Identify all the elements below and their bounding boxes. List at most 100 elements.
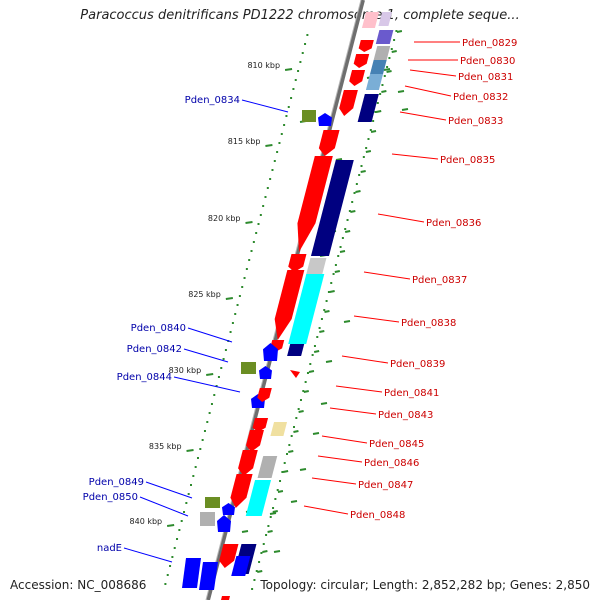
gene-label-left: Pden_0850 <box>83 492 138 503</box>
kbp-label: 820 kbp <box>208 214 241 223</box>
gene-0830-fwd <box>358 40 374 52</box>
outer-dot <box>316 336 319 338</box>
inner-dot <box>252 241 255 243</box>
inner-dot <box>194 466 197 468</box>
gene-callout-line <box>241 99 289 113</box>
scale-tick <box>288 450 294 453</box>
outer-dot <box>269 516 272 518</box>
gene-callout-line <box>341 355 389 364</box>
inner-dot <box>217 376 220 378</box>
inner-dot <box>264 196 267 198</box>
gene-0838-block <box>288 274 325 344</box>
kbp-label: 810 kbp <box>247 61 280 70</box>
inner-dot <box>203 430 206 432</box>
feature-tick <box>299 468 307 471</box>
inner-dot <box>294 79 297 81</box>
outer-dot <box>265 534 268 536</box>
inner-dot <box>199 448 202 450</box>
outer-dot <box>255 570 258 572</box>
feature-tick <box>241 530 249 533</box>
inner-dot <box>210 403 213 405</box>
inner-dot <box>283 124 286 126</box>
inner-dot <box>285 115 288 117</box>
gene-0838-fwd <box>274 270 305 340</box>
scale-tick <box>334 270 341 273</box>
feature-tick <box>383 68 391 71</box>
inner-dot <box>262 205 265 207</box>
outer-dot <box>346 219 349 221</box>
gene-0846-fwd <box>245 430 264 452</box>
outer-dot <box>253 579 256 581</box>
inner-dot <box>241 286 244 288</box>
inner-dot <box>266 187 269 189</box>
kbp-label: 815 kbp <box>228 137 261 146</box>
gene-cutoff <box>221 596 230 600</box>
gene-0834-arrow <box>318 113 332 126</box>
gene-callout-line <box>311 477 357 485</box>
gene-callout-line <box>183 348 229 363</box>
nadE-block-2 <box>199 562 218 590</box>
scale-tick <box>370 130 377 133</box>
outer-dot <box>279 480 282 482</box>
feature-tick <box>269 512 277 515</box>
scale-tick <box>350 210 356 213</box>
outer-dot <box>283 462 286 464</box>
feature-tick <box>290 500 298 503</box>
inner-dot <box>292 88 295 90</box>
gene-callout-line <box>377 213 425 223</box>
gene-label-right: Pden_0832 <box>453 92 508 103</box>
inner-dot <box>259 214 262 216</box>
scale-tick <box>360 170 366 173</box>
gene-0831-block <box>373 46 391 60</box>
inner-dot <box>238 295 241 297</box>
gene-0849-block <box>205 497 220 508</box>
map-title: Paracoccus denitrificans PD1222 chromoso… <box>80 8 520 23</box>
gene-0841-fwd <box>290 370 300 378</box>
gene-callout-line <box>363 271 411 280</box>
inner-dot <box>171 556 174 558</box>
gene-label-right: Pden_0843 <box>378 410 433 421</box>
gene-0833-fwd <box>339 90 358 116</box>
inner-dot <box>306 34 309 36</box>
inner-dot <box>222 358 225 360</box>
inner-dot <box>201 439 204 441</box>
kbp-label: 825 kbp <box>188 290 221 299</box>
tick-layer: 810 kbp 815 kbp 820 kbp 825 kbp 830 kbp 835 k… <box>130 30 409 573</box>
gene-label-left: Pden_0849 <box>89 477 144 488</box>
gene-callout-line <box>139 496 189 517</box>
scale-tick <box>365 150 372 153</box>
outer-dot <box>360 165 363 167</box>
scale-tick <box>257 570 263 573</box>
outer-dot <box>274 498 277 500</box>
outer-dot <box>272 507 275 509</box>
scale-tick <box>376 110 382 113</box>
gene-callout-line <box>404 85 452 97</box>
kbp-tick <box>186 449 194 452</box>
outer-dot <box>330 282 333 284</box>
scale-tick <box>339 250 346 253</box>
inner-dot <box>271 169 274 171</box>
kbp-tick <box>245 221 253 224</box>
inner-dot <box>180 520 183 522</box>
inner-dot <box>196 457 199 459</box>
feature-tick <box>312 432 320 435</box>
outer-dot <box>262 543 265 545</box>
outer-dot <box>367 138 370 140</box>
outer-dot <box>395 30 398 32</box>
gene-callout-line <box>173 376 241 393</box>
outer-dot <box>351 201 354 203</box>
gene-label-left: nadE <box>97 543 122 554</box>
gene-0849-arrow <box>222 503 235 515</box>
gene-callout-line <box>335 385 383 393</box>
gene-0830-block <box>375 30 394 44</box>
inner-dot <box>236 304 239 306</box>
inner-dot <box>304 43 307 45</box>
outer-dot <box>372 120 375 122</box>
gene-bottom-rev <box>231 556 251 576</box>
gene-callout-line <box>317 455 363 463</box>
outer-dot <box>311 354 314 356</box>
inner-dot <box>278 142 281 144</box>
gene-0829-inner-block <box>378 12 393 26</box>
gene-0837-block <box>305 258 327 276</box>
feature-tick <box>325 360 333 363</box>
